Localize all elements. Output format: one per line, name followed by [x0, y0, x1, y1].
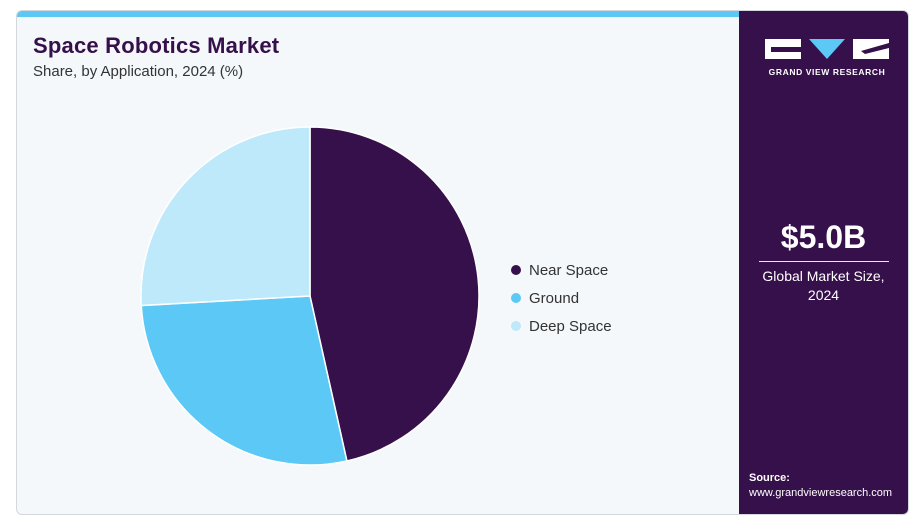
- logo-icon: [765, 39, 889, 59]
- source-label: Source:: [749, 472, 790, 484]
- chart-title: Space Robotics Market: [33, 33, 280, 58]
- sidebar-panel: GRAND VIEW RESEARCH $5.0B Global Market …: [739, 11, 908, 514]
- legend-item-deep-space: Deep Space: [511, 312, 612, 340]
- legend-item-ground: Ground: [511, 284, 612, 312]
- pie-slice-near-space: [309, 126, 480, 462]
- chart-subtitle: Share, by Application, 2024 (%): [33, 63, 244, 80]
- legend: Near Space Ground Deep Space: [511, 256, 612, 340]
- pie-slice-deep-space: [140, 126, 311, 307]
- pie-slice-ground: [140, 295, 348, 466]
- pie-chart: [140, 126, 480, 466]
- legend-label: Ground: [529, 289, 580, 307]
- legend-label: Deep Space: [529, 317, 612, 335]
- legend-label: Near Space: [529, 261, 609, 279]
- divider: [759, 261, 889, 262]
- source-url: www.grandviewresearch.com: [749, 487, 893, 499]
- legend-item-near-space: Near Space: [511, 256, 612, 284]
- market-value: $5.0B: [780, 219, 867, 255]
- legend-swatch: [511, 265, 521, 275]
- legend-swatch: [511, 293, 521, 303]
- brand-logo: GRAND VIEW RESEARCH: [765, 35, 889, 77]
- logo-text: GRAND VIEW RESEARCH: [768, 67, 886, 77]
- accent-bar: [17, 11, 739, 17]
- market-caption: Global Market Size, 2024: [762, 268, 885, 303]
- chart-card: Space Robotics Market Share, by Applicat…: [16, 10, 909, 515]
- legend-swatch: [511, 321, 521, 331]
